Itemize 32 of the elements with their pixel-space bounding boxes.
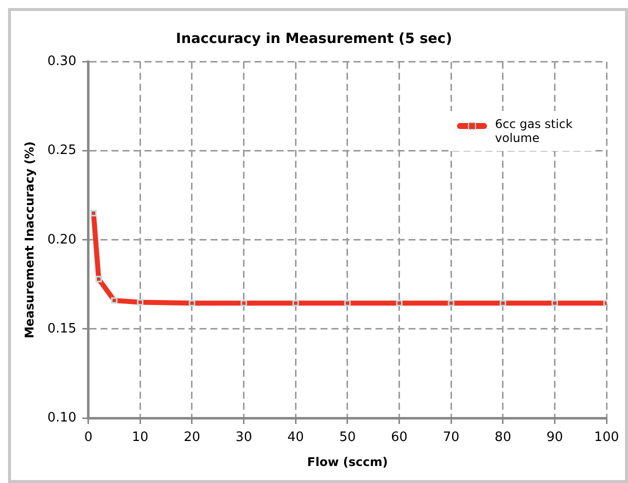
x-tick-label: 10 [132,430,148,446]
y-tick-label: 0.20 [47,232,76,248]
x-tick-label: 50 [339,430,356,446]
point [396,300,403,306]
x-axis-title: Flow (sccm) [307,454,388,469]
x-tick-label: 40 [287,430,304,446]
x-tick-label: 30 [236,430,252,446]
point [90,210,97,216]
point [240,300,248,306]
point [344,300,351,306]
y-tick-label: 0.15 [47,321,76,336]
point [448,300,454,306]
point [292,300,299,306]
y-tick-label: 0.30 [47,54,76,70]
x-tick-label: 70 [442,430,460,446]
y-tick-label: 0.10 [47,410,76,426]
x-tick-label: 20 [184,430,200,446]
x-tick-label: 60 [391,430,408,446]
point [136,299,144,306]
point [188,300,196,306]
point [95,276,102,282]
x-tick-label: 90 [546,430,564,446]
chart-title: Inaccuracy in Measurement (5 sec) [176,31,452,48]
x-tick-label: 100 [594,430,620,446]
point [111,297,118,304]
point [552,300,558,306]
legend-label: 6cc gas stick volume [495,117,574,145]
x-tick-label: 0 [84,430,92,446]
point [500,300,506,306]
y-tick-label: 0.25 [47,143,76,158]
y-axis-title: Measurement Inaccuracy (%) [22,141,36,338]
x-tick-label: 80 [494,430,512,446]
